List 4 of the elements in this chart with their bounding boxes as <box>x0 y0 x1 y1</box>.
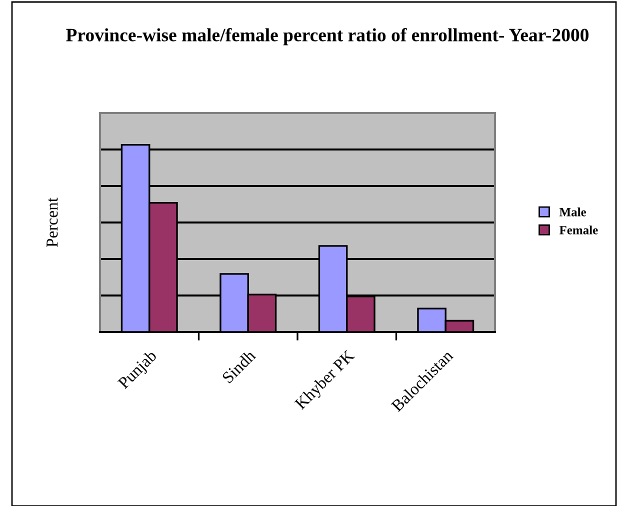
legend-label: Male <box>559 208 586 216</box>
y-axis-title: Percent <box>46 198 58 248</box>
chart-title: Province-wise male/female percent ratio of enrollment- Year-2000 <box>66 28 589 46</box>
legend-label: Female <box>559 226 598 234</box>
